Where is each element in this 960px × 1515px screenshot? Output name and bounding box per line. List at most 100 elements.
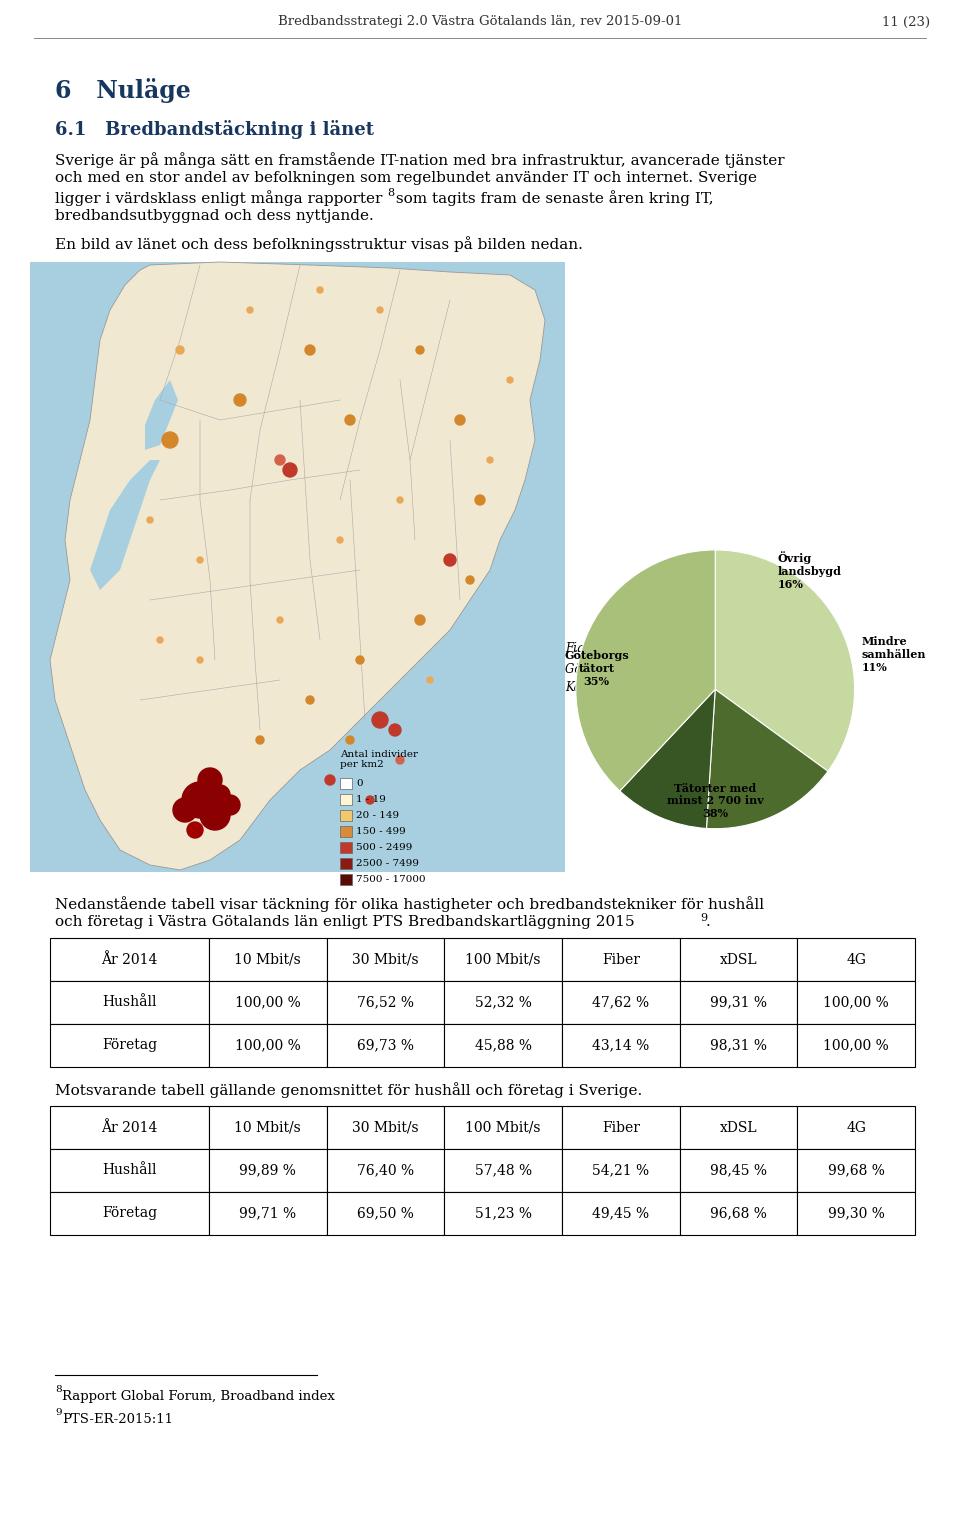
Text: 500 - 2499: 500 - 2499	[356, 842, 413, 851]
Circle shape	[345, 415, 355, 426]
Circle shape	[283, 464, 297, 477]
Circle shape	[337, 536, 343, 542]
Circle shape	[305, 345, 315, 355]
Bar	[562, 1192, 680, 1235]
Text: 98,45 %: 98,45 %	[710, 1164, 767, 1177]
Bar	[326, 1106, 444, 1148]
Text: Fiber: Fiber	[602, 1121, 639, 1135]
Bar	[50, 982, 209, 1024]
Text: 0: 0	[356, 779, 363, 788]
Bar	[444, 1024, 562, 1067]
Text: 49,45 %: 49,45 %	[592, 1206, 649, 1221]
Bar	[209, 938, 326, 982]
Text: 1 - 19: 1 - 19	[356, 795, 386, 804]
Bar	[209, 1148, 326, 1192]
Bar	[444, 938, 562, 982]
Text: År 2014: År 2014	[101, 953, 157, 967]
Text: 2500 - 7499: 2500 - 7499	[356, 859, 419, 868]
Text: 100,00 %: 100,00 %	[824, 995, 889, 1009]
Bar	[562, 982, 680, 1024]
Text: 20 - 149: 20 - 149	[356, 811, 399, 820]
Bar	[680, 982, 798, 1024]
Text: 30 Mbit/s: 30 Mbit/s	[352, 953, 419, 967]
Bar	[444, 1148, 562, 1192]
Wedge shape	[576, 550, 715, 791]
Text: 8: 8	[55, 1385, 61, 1394]
Text: Motsvarande tabell gällande genomsnittet för hushåll och företag i Sverige.: Motsvarande tabell gällande genomsnittet…	[55, 1082, 642, 1098]
Text: År 2014: År 2014	[101, 1121, 157, 1135]
Text: Företag: Företag	[102, 1038, 157, 1053]
Circle shape	[197, 658, 203, 664]
Circle shape	[234, 394, 246, 406]
Text: .: .	[706, 915, 710, 929]
Text: Övrig
landsbygd
16%: Övrig landsbygd 16%	[778, 551, 842, 589]
Bar	[562, 938, 680, 982]
Text: 100,00 %: 100,00 %	[824, 1038, 889, 1053]
Bar	[340, 842, 352, 853]
Circle shape	[377, 308, 383, 314]
Text: 99,68 %: 99,68 %	[828, 1164, 884, 1177]
Circle shape	[256, 736, 264, 744]
Text: 54,21 %: 54,21 %	[592, 1164, 649, 1177]
Circle shape	[444, 554, 456, 567]
Text: 30 Mbit/s: 30 Mbit/s	[352, 1121, 419, 1135]
Bar	[798, 982, 915, 1024]
Text: 150 - 499: 150 - 499	[356, 827, 406, 836]
Text: bredbandsutbyggnad och dess nyttjande.: bredbandsutbyggnad och dess nyttjande.	[55, 209, 373, 223]
Circle shape	[306, 695, 314, 704]
Circle shape	[147, 517, 153, 523]
Bar	[326, 1024, 444, 1067]
Circle shape	[198, 768, 222, 792]
Text: 8: 8	[387, 188, 395, 198]
Circle shape	[325, 776, 335, 785]
Text: 100 Mbit/s: 100 Mbit/s	[466, 953, 540, 967]
Circle shape	[427, 677, 433, 683]
Text: PTS-ER-2015:11: PTS-ER-2015:11	[62, 1413, 173, 1426]
Bar	[680, 1148, 798, 1192]
Bar	[50, 1192, 209, 1235]
Bar	[444, 982, 562, 1024]
Bar	[30, 262, 565, 873]
Circle shape	[397, 497, 403, 503]
Text: 99,71 %: 99,71 %	[239, 1206, 297, 1221]
Text: 7500 - 17000: 7500 - 17000	[356, 876, 425, 883]
Text: 99,30 %: 99,30 %	[828, 1206, 884, 1221]
Bar	[209, 1024, 326, 1067]
Circle shape	[176, 345, 184, 355]
Bar	[209, 1106, 326, 1148]
Circle shape	[277, 617, 283, 623]
Bar	[326, 1148, 444, 1192]
Text: Fiber: Fiber	[602, 953, 639, 967]
Text: 10 Mbit/s: 10 Mbit/s	[234, 953, 301, 967]
Text: En bild av länet och dess befolkningsstruktur visas på bilden nedan.: En bild av länet och dess befolkningsstr…	[55, 236, 583, 251]
Bar	[680, 1106, 798, 1148]
Text: Figur 1. Andel av invånare i Västra
Götaland per område 2012.
Källa: SCB.: Figur 1. Andel av invånare i Västra Göta…	[565, 639, 773, 694]
Text: Sverige är på många sätt en framstående IT-nation med bra infrastruktur, avancer: Sverige är på många sätt en framstående …	[55, 152, 784, 168]
Text: 96,68 %: 96,68 %	[710, 1206, 767, 1221]
Circle shape	[220, 795, 240, 815]
Bar	[798, 938, 915, 982]
Bar	[562, 1148, 680, 1192]
Text: 6   Nuläge: 6 Nuläge	[55, 77, 191, 103]
Circle shape	[173, 798, 197, 823]
Bar	[209, 982, 326, 1024]
Bar	[798, 1148, 915, 1192]
Text: 99,89 %: 99,89 %	[239, 1164, 296, 1177]
Bar	[340, 826, 352, 836]
Text: 11 (23): 11 (23)	[882, 15, 930, 29]
Bar	[50, 1024, 209, 1067]
Bar	[680, 1192, 798, 1235]
Text: 45,88 %: 45,88 %	[474, 1038, 532, 1053]
Text: 69,50 %: 69,50 %	[357, 1206, 414, 1221]
Circle shape	[157, 636, 163, 642]
Text: 99,31 %: 99,31 %	[710, 995, 767, 1009]
Wedge shape	[715, 550, 854, 771]
Circle shape	[396, 756, 404, 764]
Text: xDSL: xDSL	[720, 1121, 757, 1135]
Circle shape	[389, 724, 401, 736]
Bar	[50, 1148, 209, 1192]
Text: och med en stor andel av befolkningen som regelbundet använder IT och internet. : och med en stor andel av befolkningen so…	[55, 171, 757, 185]
Text: Rapport Global Forum, Broadband index: Rapport Global Forum, Broadband index	[62, 1389, 335, 1403]
Text: som tagits fram de senaste åren kring IT,: som tagits fram de senaste åren kring IT…	[391, 189, 713, 206]
Circle shape	[210, 785, 230, 804]
